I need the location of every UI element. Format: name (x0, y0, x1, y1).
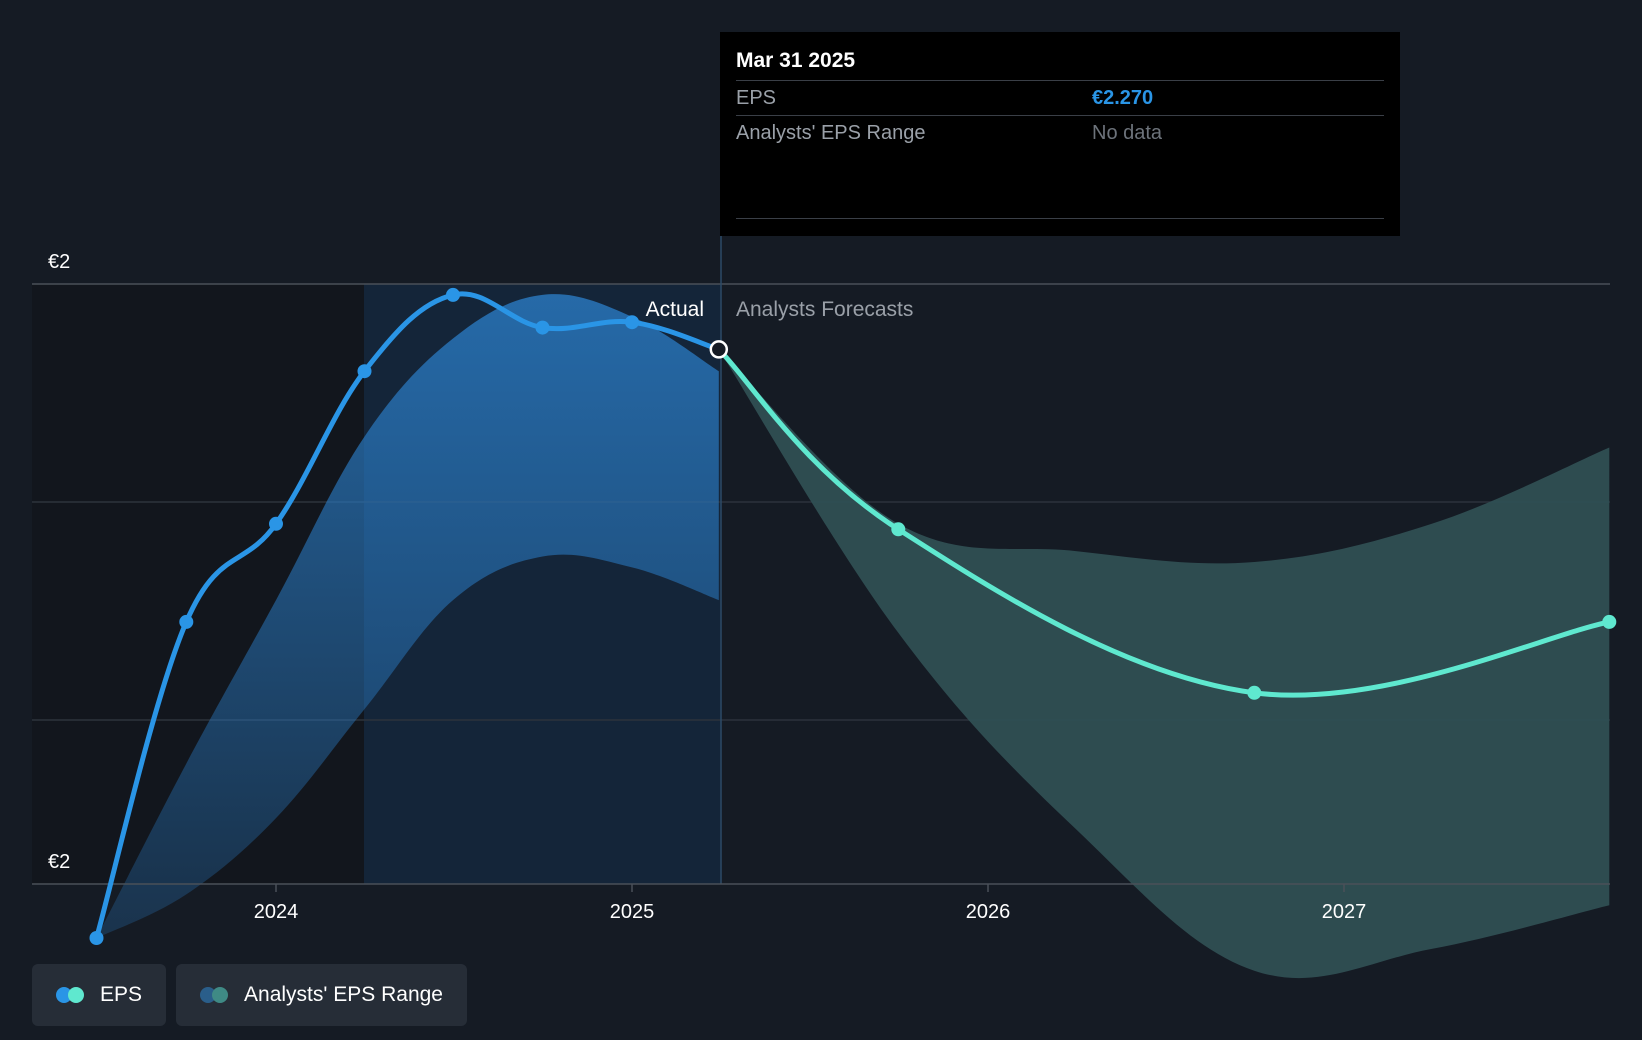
eps-actual-point[interactable] (709, 340, 729, 359)
tooltip-row-range: Analysts' EPS Range No data (736, 115, 1384, 150)
eps-actual-point[interactable] (535, 320, 550, 335)
eps-forecast-point[interactable] (1247, 685, 1262, 700)
legend-label-eps: EPS (100, 983, 143, 1006)
eps-swatch-icon (56, 986, 88, 1004)
legend-item-eps-range[interactable]: Analysts' EPS Range (176, 964, 467, 1026)
tooltip: Mar 31 2025 EPS €2.270 Analysts' EPS Ran… (720, 32, 1400, 236)
tooltip-range-value: No data (1092, 121, 1163, 144)
eps-range-actual-area (96, 294, 719, 938)
y-label-bottom: €2 (48, 851, 70, 873)
x-tick-label: 2027 (1322, 901, 1367, 923)
legend-item-eps[interactable]: EPS (32, 964, 167, 1026)
legend-label-eps-range: Analysts' EPS Range (244, 983, 443, 1006)
eps-forecast-point[interactable] (891, 522, 906, 537)
y-label-top: €2 (48, 251, 70, 273)
tooltip-row-eps: EPS €2.270 (736, 80, 1384, 115)
eps-actual-point[interactable] (89, 931, 104, 945)
eps-range-swatch-icon (200, 986, 232, 1004)
tooltip-divider (736, 218, 1384, 219)
x-tick-label: 2026 (966, 901, 1011, 923)
eps-actual-point[interactable] (446, 287, 460, 302)
tooltip-range-label: Analysts' EPS Range (736, 121, 926, 144)
eps-actual-point[interactable] (179, 614, 194, 629)
legend: EPS Analysts' EPS Range (32, 964, 467, 1026)
x-tick-label: 2025 (610, 901, 655, 923)
actual-label: Actual (646, 298, 704, 321)
tooltip-eps-value: €2.270 (1092, 86, 1154, 109)
eps-actual-point[interactable] (357, 364, 372, 379)
eps-forecast-line (716, 346, 1612, 698)
tooltip-date: Mar 31 2025 (736, 49, 856, 72)
tooltip-eps-label: EPS (736, 86, 777, 109)
eps-actual-point[interactable] (269, 516, 283, 531)
eps-range-forecast-area (718, 349, 1610, 979)
x-tick-label: 2024 (254, 901, 299, 923)
forecast-label: Analysts Forecasts (736, 298, 913, 321)
eps-actual-point[interactable] (625, 315, 639, 330)
eps-forecast-point[interactable] (1602, 614, 1617, 629)
